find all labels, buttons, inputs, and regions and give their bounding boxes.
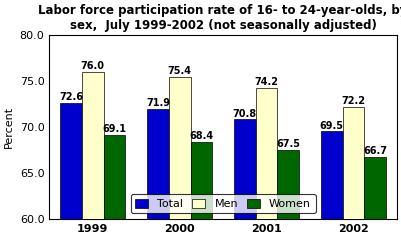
Text: 72.2: 72.2	[341, 96, 365, 106]
Bar	[364, 157, 386, 238]
Title: Labor force participation rate of 16- to 24-year-olds, by
sex,  July 1999-2002 (: Labor force participation rate of 16- to…	[38, 4, 401, 32]
Bar	[234, 119, 256, 238]
Legend: Total, Men, Women: Total, Men, Women	[131, 194, 316, 213]
Text: 71.9: 71.9	[146, 99, 170, 109]
Text: 66.7: 66.7	[363, 146, 387, 156]
Bar	[147, 109, 169, 238]
Text: 68.4: 68.4	[189, 131, 213, 141]
Bar	[277, 150, 299, 238]
Bar	[190, 142, 212, 238]
Bar	[169, 77, 190, 238]
Text: 70.8: 70.8	[233, 109, 257, 119]
Text: 72.6: 72.6	[59, 92, 83, 102]
Text: 69.1: 69.1	[103, 124, 126, 134]
Bar	[321, 131, 342, 238]
Text: 76.0: 76.0	[81, 61, 105, 71]
Bar	[342, 107, 364, 238]
Bar	[60, 103, 82, 238]
Bar	[82, 72, 103, 238]
Text: 69.5: 69.5	[320, 120, 344, 130]
Bar	[256, 88, 277, 238]
Text: 74.2: 74.2	[255, 77, 279, 87]
Y-axis label: Percent: Percent	[4, 106, 14, 148]
Text: 67.5: 67.5	[276, 139, 300, 149]
Bar	[103, 135, 126, 238]
Text: 75.4: 75.4	[168, 66, 192, 76]
